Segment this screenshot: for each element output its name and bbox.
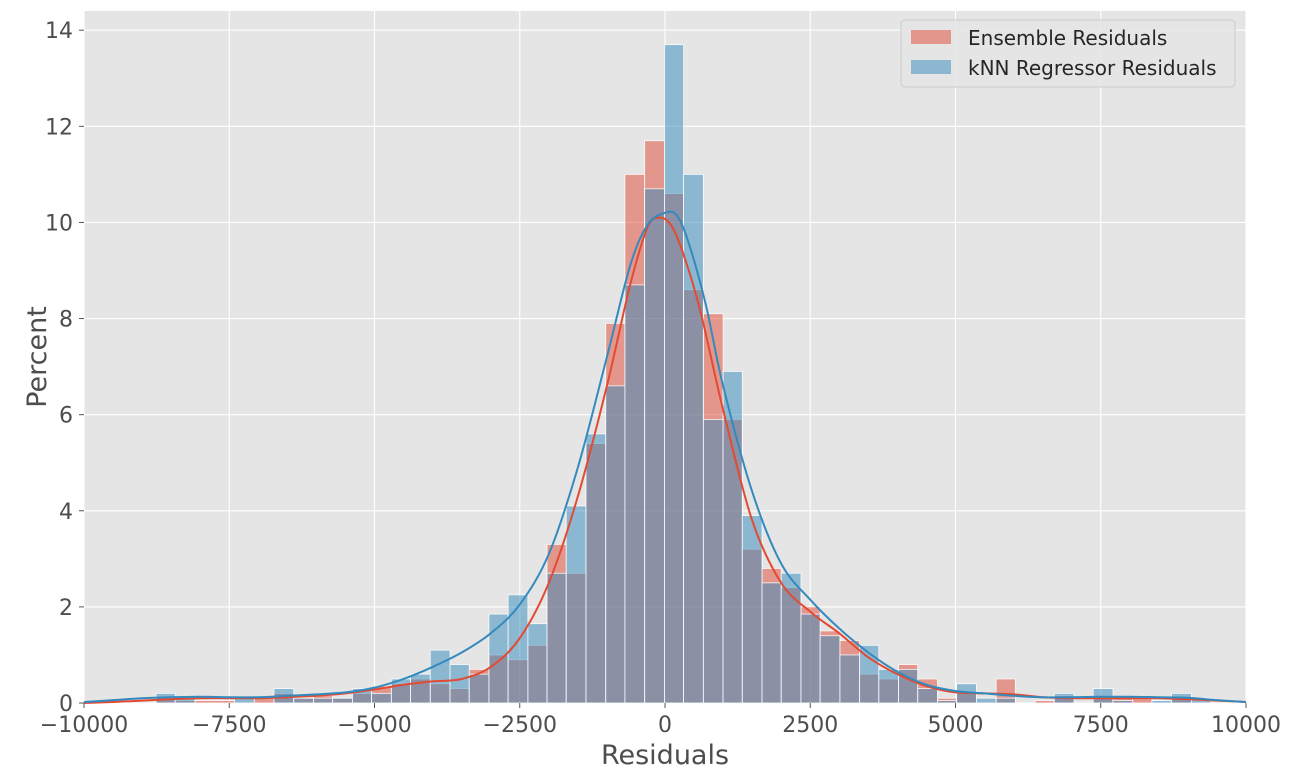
x-tick-label: 5000 (928, 713, 984, 738)
knn-bar (644, 188, 665, 704)
knn-bar (917, 688, 938, 704)
legend: Ensemble Residuals kNN Regressor Residua… (900, 19, 1236, 88)
knn-bar (780, 572, 802, 704)
knn-bar (683, 173, 704, 704)
knn-bar (449, 664, 470, 704)
legend-swatch-knn (911, 60, 951, 74)
x-tick-label: −10000 (40, 713, 128, 738)
x-axis-ticks: −10000 −7500 −5000 −2500 0 2500 5000 7500 10000 (40, 703, 1281, 738)
y-tick-label: 8 (59, 308, 73, 333)
knn-bar (702, 419, 724, 704)
y-tick-label: 0 (59, 692, 73, 717)
y-axis-label: Percent (22, 306, 53, 408)
knn-bar (313, 697, 334, 704)
y-tick-label: 14 (45, 19, 73, 44)
knn-bar (976, 697, 997, 704)
knn-bar (1112, 700, 1134, 704)
knn-bar (819, 635, 841, 704)
knn-bar (605, 385, 626, 704)
legend-label-ensemble: Ensemble Residuals (968, 26, 1167, 50)
knn-bar (995, 697, 1016, 704)
knn-bar (527, 623, 548, 704)
y-tick-label: 6 (59, 404, 73, 429)
ensemble-bar (1034, 700, 1055, 704)
knn-bar (585, 433, 607, 704)
x-tick-label: 10000 (1211, 713, 1281, 738)
knn-bar (429, 649, 451, 704)
legend-label-knn: kNN Regressor Residuals (968, 56, 1217, 80)
x-axis-label: Residuals (601, 740, 729, 771)
legend-box (900, 19, 1236, 88)
x-tick-label: 2500 (782, 713, 838, 738)
y-tick-label: 4 (59, 500, 73, 525)
knn-bar (741, 515, 763, 704)
y-axis-ticks: 0 2 4 6 8 10 12 14 (45, 19, 84, 717)
knn-bar (761, 582, 782, 704)
y-tick-label: 10 (45, 211, 73, 236)
kde-curves (83, 210, 1247, 704)
x-tick-label: 7500 (1073, 713, 1129, 738)
knn-bar (839, 654, 861, 704)
x-tick-label: −2500 (483, 713, 557, 738)
knn-bar (664, 44, 684, 704)
x-tick-label: −7500 (192, 713, 266, 738)
knn-bar (293, 697, 314, 704)
knn-bar (624, 284, 646, 704)
knn-bar (565, 505, 587, 704)
knn-bar (371, 692, 392, 704)
y-tick-label: 2 (59, 596, 73, 621)
y-tick-label: 12 (45, 115, 73, 140)
knn-kde-line (83, 210, 1247, 704)
x-tick-label: −5000 (337, 713, 411, 738)
knn-bar (878, 668, 899, 704)
knn-bar (800, 613, 821, 704)
knn-bar (468, 673, 490, 704)
x-tick-label: 0 (658, 713, 672, 738)
knn-bars (155, 44, 1211, 704)
knn-bar (410, 673, 431, 704)
legend-swatch-ensemble (911, 30, 951, 44)
knn-bar (546, 572, 567, 704)
knn-bar (1151, 700, 1173, 704)
knn-bar (937, 700, 958, 704)
knn-bar (332, 697, 353, 704)
